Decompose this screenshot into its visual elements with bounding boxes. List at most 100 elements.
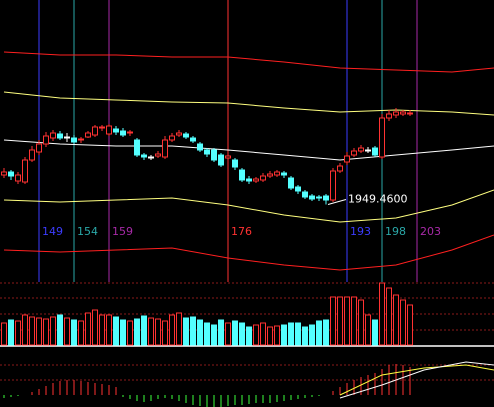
volume-bar: [344, 296, 350, 346]
candle-body: [85, 132, 91, 138]
candle-body: [8, 171, 14, 177]
volume-bar: [379, 282, 385, 346]
annotation-pointer: [327, 199, 347, 206]
candle-body: [71, 137, 77, 143]
candle-body: [183, 133, 189, 138]
volume-bar: [204, 322, 210, 346]
x-tick-label: 193: [350, 225, 371, 238]
volume-bar: [36, 317, 42, 346]
volume-bar: [113, 316, 119, 346]
volume-bar: [316, 320, 322, 346]
candle-body: [232, 159, 238, 168]
volume-bar: [253, 324, 259, 346]
volume-bar: [386, 287, 392, 346]
x-tick-label: 176: [231, 225, 252, 238]
volume-bar: [302, 326, 308, 346]
candle-body: [400, 111, 406, 115]
candle-body: [372, 147, 378, 156]
candle-body: [78, 138, 84, 141]
volume-bar: [85, 312, 91, 346]
candle-body: [309, 195, 315, 200]
candle-body: [190, 137, 196, 142]
volume-bar: [274, 325, 280, 346]
volume-bar: [309, 324, 315, 346]
candle-body: [36, 143, 42, 153]
volume-bar: [50, 316, 56, 346]
annotation: 1949.4600: [348, 193, 408, 206]
candle-body: [225, 155, 231, 159]
volume-bar: [281, 324, 287, 346]
candle-body: [281, 172, 287, 176]
candle-body: [176, 132, 182, 136]
volume-bar: [400, 299, 406, 346]
indicator-line: [3, 189, 494, 223]
volume-bar: [365, 314, 371, 346]
volume-bar: [372, 319, 378, 346]
candle-body: [365, 149, 371, 152]
candle-body: [113, 128, 119, 133]
candle-body: [267, 173, 273, 177]
candle-body: [393, 111, 399, 116]
candle-body: [330, 170, 336, 201]
candle-body: [120, 130, 126, 136]
candle-body: [1, 171, 7, 176]
candle-body: [288, 177, 294, 189]
volume-bar: [8, 319, 14, 346]
candle-body: [358, 147, 364, 152]
candle-body: [316, 196, 322, 199]
candle-body: [92, 126, 98, 136]
volume-bar: [148, 317, 154, 346]
volume-bar: [120, 319, 126, 346]
candle-body: [260, 175, 266, 181]
indicator-line: [3, 51, 494, 73]
volume-bar: [239, 322, 245, 346]
volume-bar: [358, 299, 364, 346]
candle-body: [351, 150, 357, 156]
volume-bar: [29, 316, 35, 346]
volume-bar: [288, 322, 294, 346]
volume-bar: [393, 294, 399, 346]
volume-bar: [197, 319, 203, 346]
volume-bar: [330, 296, 336, 346]
volume-bar: [218, 319, 224, 346]
candle-body: [379, 117, 385, 158]
candle-body: [239, 169, 245, 181]
volume-bar: [127, 320, 133, 346]
indicator-line: [339, 361, 494, 399]
candle-body: [197, 143, 203, 151]
volume-bar: [267, 326, 273, 346]
candle-body: [253, 178, 259, 182]
volume-bar: [407, 304, 413, 346]
candle-body: [64, 136, 70, 139]
volume-bar: [162, 320, 168, 346]
volume-bar: [225, 322, 231, 346]
indicator-line: [3, 139, 494, 161]
candle-body: [386, 113, 392, 119]
candle-body: [15, 174, 21, 182]
indicator-line: [3, 234, 494, 271]
volume-bar: [43, 318, 49, 346]
x-tick-label: 159: [112, 225, 133, 238]
volume-bar: [99, 314, 105, 346]
volume-bar: [337, 296, 343, 346]
x-tick-label: 149: [42, 225, 63, 238]
candle-body: [246, 178, 252, 182]
candle-body: [155, 153, 161, 157]
candle-body: [407, 112, 413, 115]
candle-body: [22, 159, 28, 183]
volume-bar: [260, 322, 266, 346]
candle-body: [169, 135, 175, 141]
volume-bar: [155, 318, 161, 346]
candle-body: [211, 149, 217, 161]
candle-body: [323, 195, 329, 201]
volume-bar: [295, 322, 301, 346]
volume-bar: [64, 317, 70, 346]
x-tick-label: 154: [77, 225, 98, 238]
volume-bar: [15, 320, 21, 346]
volume-bar: [141, 315, 147, 346]
volume-bar: [106, 314, 112, 346]
x-tick-label: 203: [420, 225, 441, 238]
candle-body: [148, 156, 154, 159]
candle-body: [218, 154, 224, 166]
